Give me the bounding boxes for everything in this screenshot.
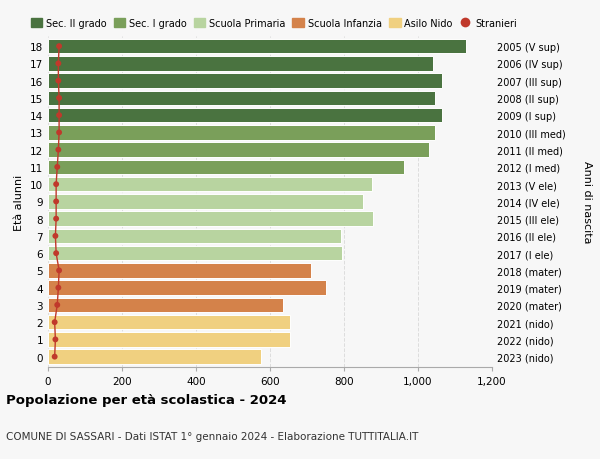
Point bbox=[53, 78, 63, 85]
Point bbox=[50, 336, 60, 343]
Bar bbox=[48, 298, 283, 313]
Point bbox=[53, 61, 63, 68]
Legend: Sec. II grado, Sec. I grado, Scuola Primaria, Scuola Infanzia, Asilo Nido, Stran: Sec. II grado, Sec. I grado, Scuola Prim… bbox=[31, 18, 517, 28]
Point bbox=[52, 215, 61, 223]
Bar bbox=[48, 246, 342, 261]
Point bbox=[54, 129, 64, 137]
Bar bbox=[48, 229, 341, 244]
Bar bbox=[48, 91, 436, 106]
Point bbox=[50, 319, 59, 326]
Point bbox=[50, 353, 59, 361]
Bar bbox=[48, 143, 429, 157]
Point bbox=[53, 147, 63, 154]
Bar bbox=[48, 315, 290, 330]
Bar bbox=[48, 281, 325, 295]
Y-axis label: Età alunni: Età alunni bbox=[14, 174, 25, 230]
Point bbox=[52, 164, 62, 171]
Bar bbox=[48, 263, 311, 278]
Point bbox=[52, 198, 61, 206]
Bar bbox=[48, 109, 442, 123]
Point bbox=[54, 95, 64, 102]
Text: Popolazione per età scolastica - 2024: Popolazione per età scolastica - 2024 bbox=[6, 393, 287, 406]
Bar bbox=[48, 160, 404, 175]
Point bbox=[50, 233, 60, 240]
Point bbox=[54, 44, 64, 51]
Point bbox=[54, 112, 64, 120]
Bar bbox=[48, 332, 290, 347]
Y-axis label: Anni di nascita: Anni di nascita bbox=[582, 161, 592, 243]
Point bbox=[52, 181, 61, 188]
Bar bbox=[48, 74, 442, 89]
Bar bbox=[48, 57, 433, 72]
Bar bbox=[48, 178, 372, 192]
Point bbox=[53, 284, 63, 292]
Bar bbox=[48, 195, 363, 209]
Point bbox=[52, 250, 61, 257]
Bar bbox=[48, 212, 373, 226]
Text: COMUNE DI SASSARI - Dati ISTAT 1° gennaio 2024 - Elaborazione TUTTITALIA.IT: COMUNE DI SASSARI - Dati ISTAT 1° gennai… bbox=[6, 431, 418, 441]
Bar bbox=[48, 40, 466, 54]
Bar bbox=[48, 350, 261, 364]
Point bbox=[54, 267, 64, 274]
Bar bbox=[48, 126, 436, 140]
Point bbox=[52, 302, 62, 309]
